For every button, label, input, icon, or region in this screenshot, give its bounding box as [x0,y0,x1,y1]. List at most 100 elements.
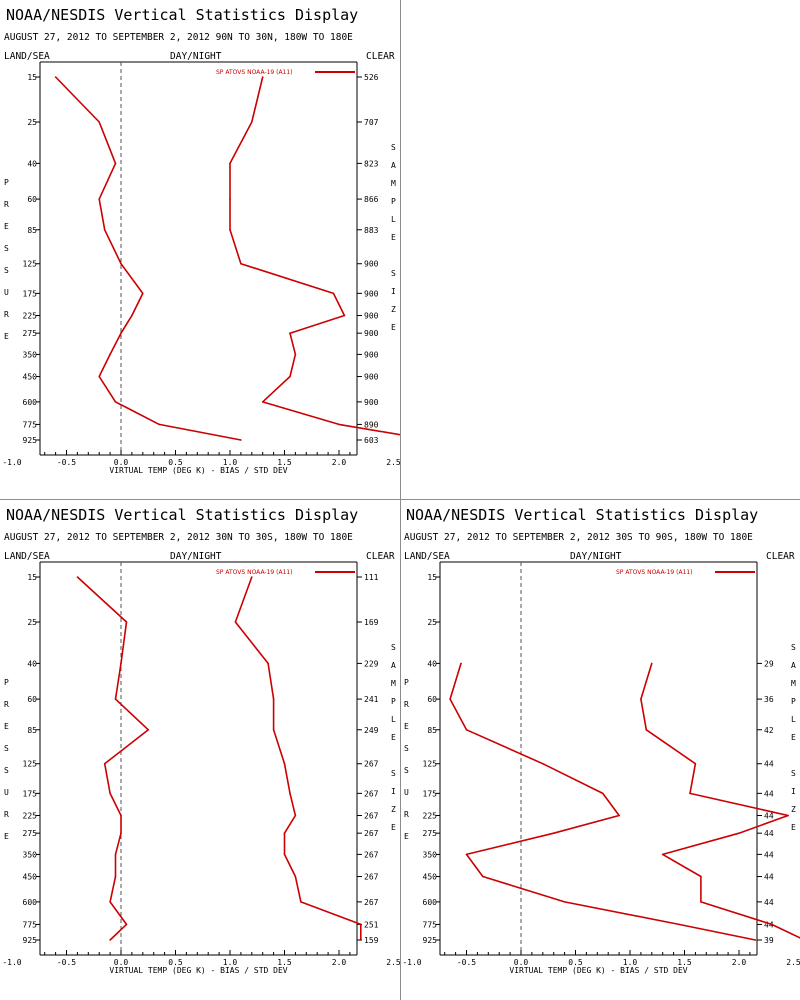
std-dev-point [272,728,275,731]
y-tick-label: 40 [27,659,37,668]
bias-point [147,728,150,731]
std-dev-point [283,853,286,856]
sample-size-value: 267 [364,789,379,798]
y-axis-label-letter: E [4,222,9,231]
std-dev-point [289,375,291,378]
std-dev-point [294,875,297,878]
bias-series-line [76,576,150,941]
y-axis-label-letter: R [4,200,9,209]
x-axis-label: VIRTUAL TEMP (DEG K) - BIAS / STD DEV [109,466,287,475]
y-axis-label-letter: U [4,788,9,797]
y-axis-label-letter: R [4,310,9,319]
clear-label: CLEAR [366,551,395,562]
bias-point [109,353,111,356]
sample-size-axis-letter: L [391,715,396,724]
sample-size-axis-letter: M [391,179,396,188]
sample-size-axis-letter: A [791,661,796,670]
y-axis-label-letter: R [404,810,409,819]
sample-size-axis-letter: S [391,143,396,152]
y-tick-label: 925 [23,436,38,445]
bias-point [131,314,133,317]
bias-point [465,728,468,731]
x-tick-label: -0.5 [57,958,76,967]
sample-size-value: 44 [764,920,774,929]
y-axis-label-letter: S [404,766,409,775]
panel-divider-vertical [400,0,401,1000]
chart-subtitle: AUGUST 27, 2012 TO SEPTEMBER 2, 2012 90N… [4,32,353,43]
chart-title: NOAA/NESDIS Vertical Statistics Display [6,506,358,524]
std-dev-point [300,901,302,903]
std-dev-point [661,853,664,856]
bias-point [114,698,117,700]
y-tick-label: 25 [27,118,37,127]
sample-size-value: 36 [764,695,774,704]
y-tick-label: 85 [27,726,37,735]
x-tick-label: 1.5 [677,958,692,967]
x-tick-label: -1.0 [402,958,421,967]
chart-svg: NOAA/NESDIS Vertical Statistics Display A… [2,6,400,475]
bias-point [114,401,117,403]
y-axis-label-letter: U [404,788,409,797]
y-tick-label: 450 [23,873,38,882]
sample-size-value: 900 [364,373,379,382]
x-tick-label: 2.5 [386,458,400,467]
y-tick-label: 275 [23,329,38,338]
x-tick-label: -1.0 [2,458,21,467]
chart-title: NOAA/NESDIS Vertical Statistics Display [406,506,758,524]
sample-size-axis-letter: E [391,323,396,332]
std-dev-point [770,923,773,926]
sample-size-value: 44 [764,811,774,820]
day-night-label: DAY/NIGHT [170,551,222,562]
sample-size-axis-letter: P [391,197,396,206]
sample-size-value: 707 [364,118,379,127]
sample-size-axis-letter: L [391,215,396,224]
std-dev-point [283,762,286,765]
std-dev-point [645,728,648,731]
sample-size-value: 267 [364,873,379,882]
std-dev-point [640,698,642,700]
y-tick-label: 60 [27,695,37,704]
y-axis-label-letter: S [404,744,409,753]
bias-point [142,292,144,295]
sample-size-axis-letter: E [391,733,396,742]
bias-point [114,853,117,856]
std-dev-point [261,76,264,78]
sample-size-axis-letter: M [791,679,796,688]
sample-size-value: 229 [364,659,379,668]
sample-size-value: 883 [364,226,379,235]
std-dev-point [240,262,242,265]
x-tick-label: -1.0 [2,958,21,967]
sample-size-value: 251 [364,920,379,929]
sample-size-value: 526 [364,73,379,82]
std-dev-point [738,832,740,834]
land-sea-label: LAND/SEA [4,551,50,562]
std-dev-point [694,762,697,765]
bias-point [678,923,680,926]
x-tick-label: 0.5 [568,958,583,967]
x-tick-label: 2.5 [386,958,400,967]
y-tick-label: 275 [23,829,38,838]
sample-size-value: 29 [764,659,774,668]
std-dev-point [289,792,291,795]
y-tick-label: 25 [27,618,37,627]
y-tick-label: 125 [23,260,38,269]
y-axis-label-letter: R [4,700,9,709]
stats-panel-sh: NOAA/NESDIS Vertical Statistics Display A… [400,500,800,1000]
bias-point [460,662,462,665]
bias-series-line [449,663,756,941]
std-dev-point [360,923,362,926]
sample-size-axis-letter: Z [791,805,796,814]
sample-size-axis-letter: S [791,643,796,652]
x-tick-label: 0.0 [114,958,129,967]
sample-size-value: 900 [364,398,379,407]
bias-point [125,621,128,623]
sample-size-axis-letter: P [391,697,396,706]
sample-size-value: 44 [764,850,774,859]
bias-point [542,762,544,765]
y-tick-label: 60 [27,195,37,204]
y-tick-label: 15 [27,573,37,582]
sample-size-value: 159 [364,936,379,945]
x-axis-label: VIRTUAL TEMP (DEG K) - BIAS / STD DEV [109,966,287,975]
sample-size-value: 267 [364,829,379,838]
sample-size-value: 241 [364,695,379,704]
